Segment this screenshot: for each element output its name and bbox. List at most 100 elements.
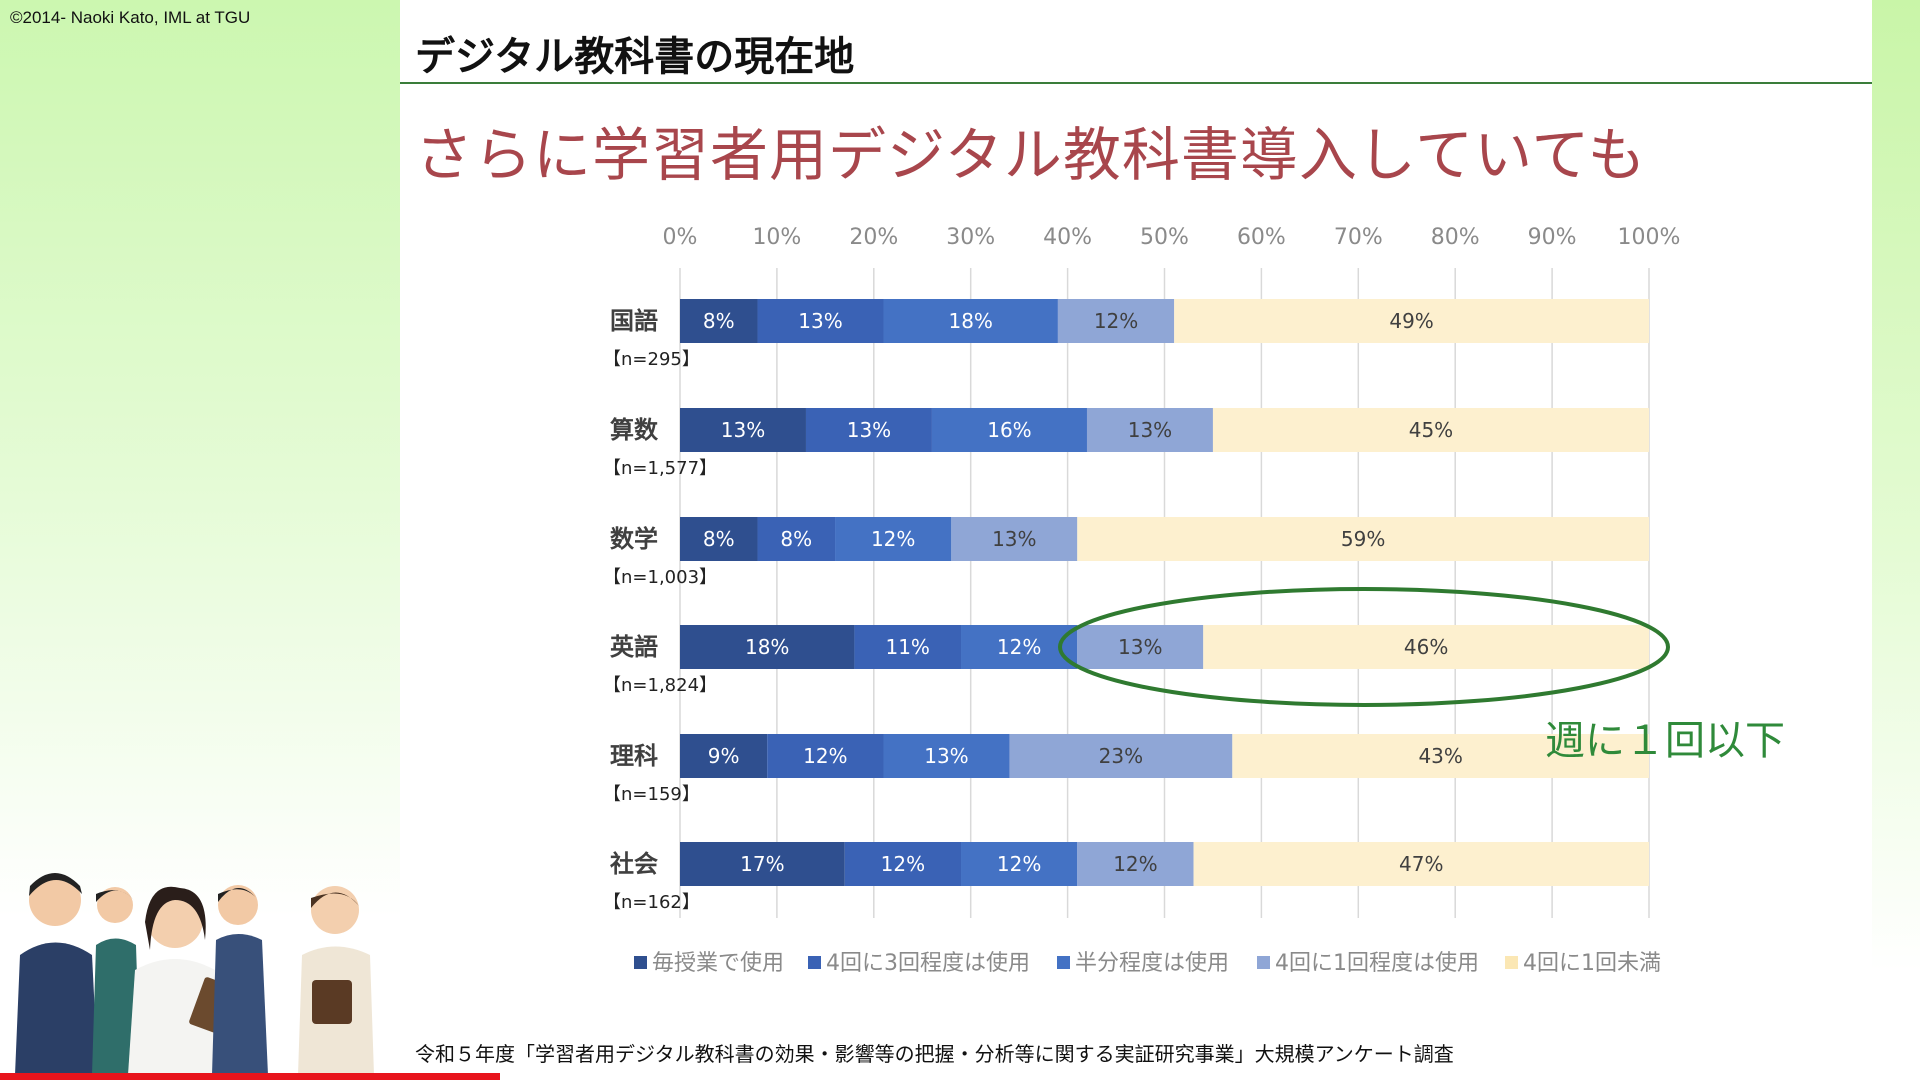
- x-tick-label: 20%: [849, 225, 898, 250]
- x-tick-label: 50%: [1140, 225, 1189, 250]
- x-tick-label: 10%: [752, 225, 801, 250]
- sample-size-label: 【n=1,577】: [603, 458, 717, 479]
- category-label: 国語: [610, 307, 658, 335]
- x-tick-label: 0%: [663, 225, 698, 250]
- bar-segment: [1077, 625, 1204, 669]
- bar-segment: [854, 625, 962, 669]
- data-label: 59%: [1341, 527, 1385, 551]
- bar-segment: [1193, 842, 1649, 886]
- category-label: 英語: [610, 633, 658, 661]
- data-label: 12%: [997, 635, 1041, 659]
- data-label: 11%: [885, 635, 929, 659]
- bar-segment: [1203, 625, 1649, 669]
- right-background-panel: [1872, 0, 1920, 1080]
- x-tick-label: 70%: [1334, 225, 1383, 250]
- bar-segment: [1212, 408, 1649, 452]
- data-label: 12%: [871, 527, 915, 551]
- bar-segment: [1057, 299, 1175, 343]
- bar-segment: [805, 408, 932, 452]
- legend-label: 毎授業で使用: [652, 951, 784, 976]
- legend-swatch: [1257, 956, 1270, 969]
- student-figure: [298, 886, 374, 1075]
- copyright-text: ©2014- Naoki Kato, IML at TGU: [10, 8, 251, 27]
- bar-segment: [883, 299, 1058, 343]
- data-label: 17%: [740, 852, 784, 876]
- bar-segment: [1086, 408, 1213, 452]
- accent-bar: [0, 1073, 500, 1080]
- annotation-text: 週に１回以下: [1545, 718, 1785, 764]
- data-label: 13%: [798, 309, 842, 333]
- title-divider: [400, 82, 1872, 84]
- bar-segment: [680, 408, 806, 452]
- data-label: 16%: [987, 418, 1031, 442]
- legend-label: 4回に3回程度は使用: [826, 951, 1030, 976]
- data-label: 9%: [708, 744, 740, 768]
- x-tick-label: 60%: [1237, 225, 1286, 250]
- source-citation: 令和５年度「学習者用デジタル教科書の効果・影響等の把握・分析等に関する実証研究事…: [415, 1042, 1454, 1066]
- legend-swatch: [1057, 956, 1070, 969]
- student-figure: [212, 885, 268, 1075]
- x-tick-label: 30%: [946, 225, 995, 250]
- student-figure: [92, 887, 140, 1075]
- legend-swatch: [1505, 956, 1518, 969]
- data-label: 47%: [1399, 852, 1443, 876]
- bar-segment: [680, 299, 758, 343]
- bar-segment: [1174, 299, 1649, 343]
- legend-label: 4回に1回程度は使用: [1275, 951, 1479, 976]
- category-label: 数学: [610, 525, 658, 553]
- highlight-ellipse: [1058, 587, 1670, 707]
- sample-size-label: 【n=1,003】: [603, 567, 717, 588]
- data-label: 49%: [1389, 309, 1433, 333]
- page-title: デジタル教科書の現在地: [415, 34, 855, 80]
- legend-label: 4回に1回未満: [1523, 951, 1661, 976]
- x-tick-label: 40%: [1043, 225, 1092, 250]
- bar-segment: [883, 734, 1010, 778]
- slide-subtitle: さらに学習者用デジタル教科書導入していても: [415, 121, 1647, 189]
- bar-segment: [680, 734, 768, 778]
- legend-swatch: [808, 956, 821, 969]
- bar-segment: [1009, 734, 1233, 778]
- bar-segment: [680, 625, 855, 669]
- category-label: 社会: [610, 850, 658, 878]
- student-figure: [15, 873, 98, 1075]
- x-tick-label: 90%: [1528, 225, 1577, 250]
- sample-size-label: 【n=159】: [603, 784, 700, 805]
- legend-swatch: [634, 956, 647, 969]
- data-label: 23%: [1099, 744, 1143, 768]
- bar-segment: [1232, 734, 1649, 778]
- data-label: 43%: [1418, 744, 1462, 768]
- sample-size-label: 【n=162】: [603, 892, 700, 913]
- category-label: 理科: [610, 742, 658, 770]
- data-label: 18%: [745, 635, 789, 659]
- bar-segment: [757, 299, 884, 343]
- data-label: 13%: [721, 418, 765, 442]
- data-label: 45%: [1409, 418, 1453, 442]
- category-label: 算数: [610, 416, 659, 444]
- bar-segment: [835, 517, 952, 561]
- bar-segment: [1077, 517, 1649, 561]
- bar-segment: [1077, 842, 1194, 886]
- sample-size-label: 【n=295】: [603, 349, 700, 370]
- data-label: 12%: [997, 852, 1041, 876]
- data-label: 12%: [803, 744, 847, 768]
- bar-segment: [951, 517, 1078, 561]
- data-label: 46%: [1404, 635, 1448, 659]
- data-label: 8%: [780, 527, 812, 551]
- bar-segment: [757, 517, 836, 561]
- bar-segment: [844, 842, 962, 886]
- data-label: 8%: [703, 309, 735, 333]
- legend-label: 半分程度は使用: [1075, 951, 1229, 976]
- x-tick-label: 80%: [1431, 225, 1480, 250]
- data-label: 13%: [1128, 418, 1172, 442]
- x-tick-label: 100%: [1618, 225, 1681, 250]
- data-label: 13%: [992, 527, 1036, 551]
- bar-segment: [961, 842, 1078, 886]
- bar-segment: [961, 625, 1078, 669]
- data-label: 12%: [1094, 309, 1138, 333]
- sample-size-label: 【n=1,824】: [603, 675, 717, 696]
- data-label: 13%: [847, 418, 891, 442]
- data-label: 12%: [881, 852, 925, 876]
- data-label: 13%: [924, 744, 968, 768]
- students-illustration: [15, 873, 374, 1075]
